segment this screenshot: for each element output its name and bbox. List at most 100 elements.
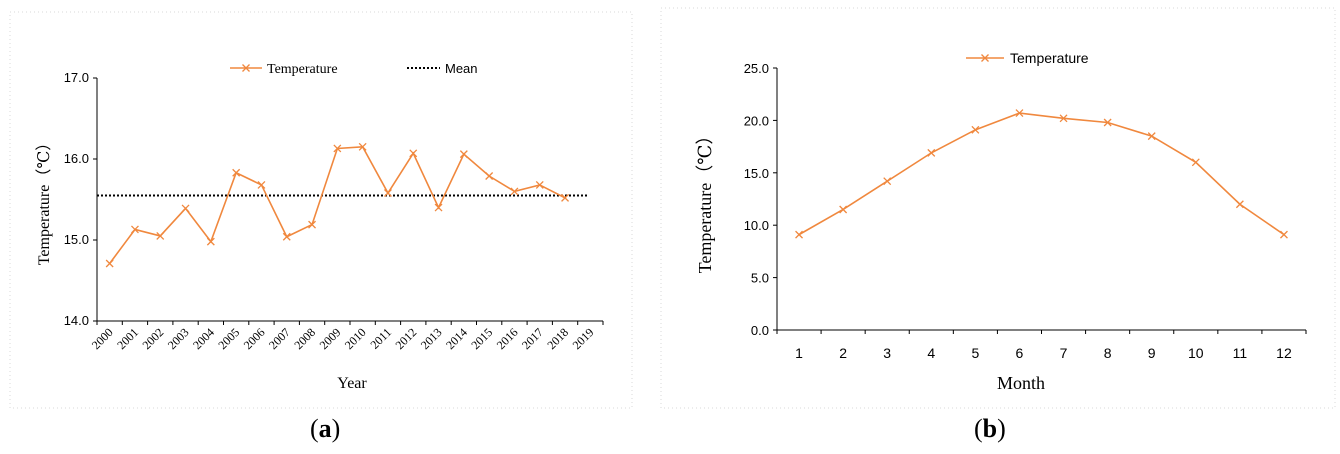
y-tick-label: 16.0 — [64, 151, 89, 166]
marker-stroke — [1059, 114, 1068, 123]
y-tick-label: 25.0 — [744, 61, 769, 76]
marker-stroke — [409, 149, 418, 158]
caption-open-paren: ( — [974, 414, 983, 443]
y-tick-label: 17.0 — [64, 70, 89, 85]
x-tick-label: 4 — [927, 345, 935, 361]
y-tick-label: 14.0 — [64, 313, 89, 328]
legend-label-temperature: Temperature — [267, 62, 338, 77]
marker-stroke — [181, 204, 190, 213]
y-ticks: 14.0 15.0 16.0 17.0 — [64, 70, 97, 328]
y-tick-label: 0.0 — [751, 323, 769, 338]
temperature-point — [883, 177, 892, 186]
caption-close-paren: ) — [997, 414, 1006, 443]
x-tick-label: 6 — [1016, 345, 1024, 361]
caption-letter: a — [318, 414, 332, 443]
marker-stroke — [1147, 132, 1156, 141]
x-tick-label: 10 — [1188, 345, 1204, 361]
temperature-point — [459, 150, 468, 159]
marker-stroke — [242, 64, 250, 72]
marker-stroke — [927, 148, 936, 157]
y-tick-label: 20.0 — [744, 113, 769, 128]
temperature-point — [510, 187, 519, 196]
legend: Temperature — [966, 50, 1089, 66]
temperature-point — [1103, 118, 1112, 127]
temperature-point — [839, 205, 848, 214]
caption-letter: b — [982, 414, 998, 443]
y-tick-label: 5.0 — [751, 271, 769, 286]
temperature-point — [206, 237, 215, 246]
x-tick-label: 7 — [1060, 345, 1068, 361]
marker-stroke — [358, 142, 367, 151]
x-tick-label: 8 — [1104, 345, 1112, 361]
x-tick-label: 3 — [883, 345, 891, 361]
temperature-point — [130, 225, 139, 234]
temperature-point — [795, 230, 804, 239]
y-tick-label: 15.0 — [744, 166, 769, 181]
x-ticks: 2000200120022003200420052006200720082009… — [89, 321, 604, 352]
temperature-point — [358, 142, 367, 151]
marker-stroke — [485, 172, 494, 180]
x-tick-label: 9 — [1148, 345, 1156, 361]
temperature-point — [535, 180, 544, 189]
chart-frame — [660, 7, 1336, 409]
marker-stroke — [105, 259, 114, 268]
marker-stroke — [971, 125, 980, 134]
marker-stroke — [232, 168, 241, 177]
marker-stroke — [1103, 118, 1112, 127]
marker-stroke — [1191, 158, 1200, 167]
temperature-line — [798, 112, 1285, 236]
marker-stroke — [1015, 109, 1024, 118]
temperature-point — [1279, 230, 1288, 239]
legend-marker-temperature — [981, 54, 989, 62]
marker-stroke — [333, 144, 342, 153]
legend-marker-temperature — [242, 64, 250, 72]
marker-stroke — [839, 205, 848, 214]
temperature-series — [795, 109, 1288, 239]
marker-stroke — [434, 203, 443, 212]
marker-stroke — [308, 220, 317, 229]
temperature-point — [333, 144, 342, 153]
marker-stroke — [981, 54, 989, 62]
temperature-point — [1015, 109, 1024, 118]
caption-a: (a) — [310, 414, 340, 444]
x-axis-title: Year — [337, 375, 367, 392]
marker-stroke — [282, 232, 291, 241]
caption-close-paren: ) — [331, 414, 341, 443]
temperature-point — [156, 231, 165, 240]
temperature-point — [1147, 132, 1156, 141]
legend-label-mean: Mean — [445, 61, 478, 76]
chart-panel-b: 0.0 5.0 10.0 15.0 20.0 25.0 1 2 3 4 5 6 7 8 9 10 11 12 T… — [660, 0, 1340, 454]
y-tick-label: 10.0 — [744, 218, 769, 233]
temperature-point — [434, 203, 443, 212]
temperature-point — [1235, 200, 1244, 209]
legend: Temperature Mean — [230, 61, 478, 77]
x-tick-label: 1 — [795, 345, 803, 361]
x-tick-label: 2 — [839, 345, 847, 361]
temperature-point — [561, 193, 570, 202]
monthly-temperature-chart: 0.05.010.015.020.025.0 1 2 3 4 5 6 7 8 9 10 11 12 T… — [660, 7, 1336, 409]
annual-temperature-chart: 14.0 15.0 16.0 17.0 20002001200220032004200… — [9, 11, 633, 409]
temperature-point — [257, 180, 266, 189]
temperature-point — [1059, 114, 1068, 123]
caption-open-paren: ( — [310, 414, 319, 443]
caption-b: (b) — [974, 414, 1006, 444]
marker-stroke — [383, 189, 392, 197]
temperature-point — [409, 149, 418, 158]
marker-stroke — [130, 225, 139, 234]
y-axis-title: Temperature（℃） — [695, 127, 715, 274]
temperature-point — [232, 168, 241, 177]
temperature-point — [383, 189, 392, 197]
y-tick-label: 15.0 — [64, 232, 89, 247]
temperature-point — [282, 232, 291, 241]
temperature-point — [1191, 158, 1200, 167]
temperature-point — [927, 148, 936, 157]
temperature-point — [308, 220, 317, 229]
marker-stroke — [156, 231, 165, 240]
marker-stroke — [1279, 230, 1288, 239]
marker-stroke — [206, 237, 215, 246]
marker-stroke — [510, 187, 519, 196]
temperature-series — [105, 142, 570, 268]
marker-stroke — [795, 230, 804, 239]
marker-stroke — [535, 180, 544, 189]
temperature-point — [181, 204, 190, 213]
